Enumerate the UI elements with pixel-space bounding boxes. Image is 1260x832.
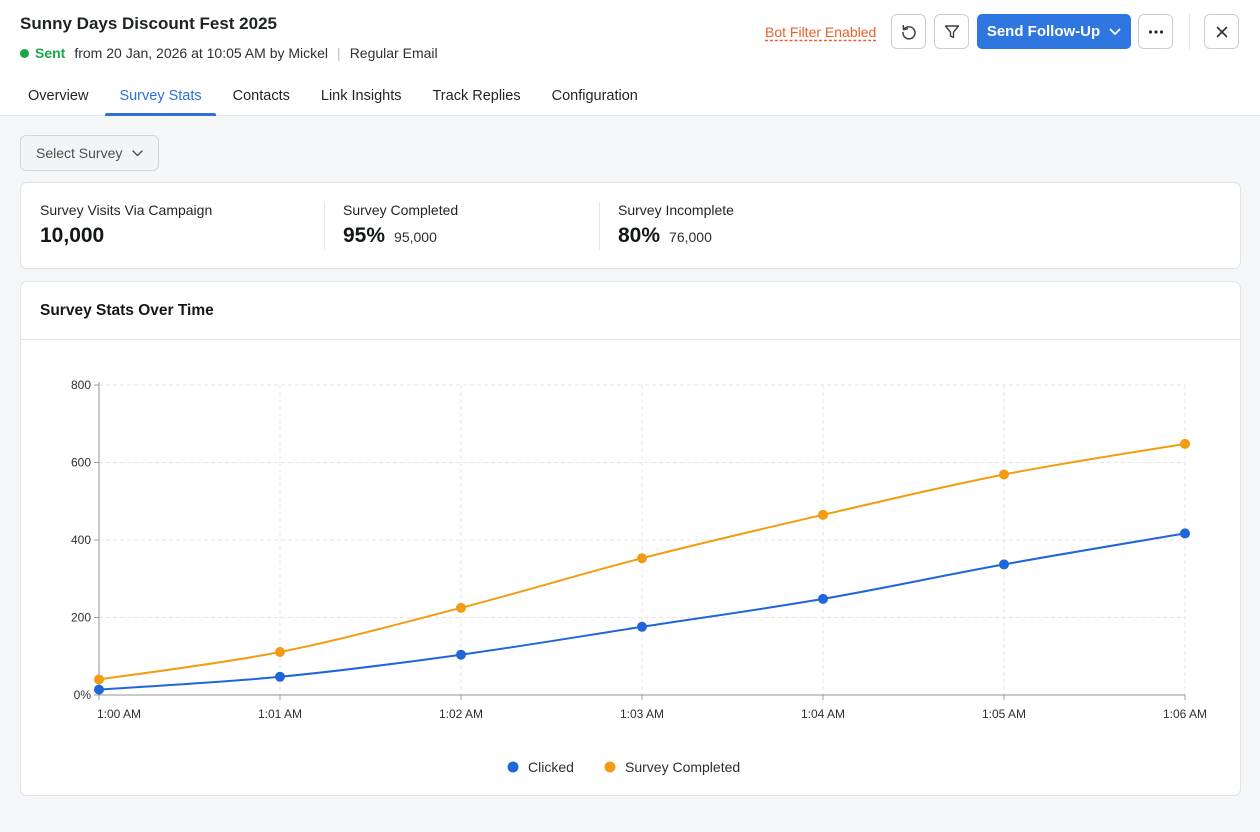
legend-label-clicked: Clicked xyxy=(528,759,574,775)
more-options-button[interactable] xyxy=(1138,14,1173,49)
stat-incomplete: Survey Incomplete 80% 76,000 xyxy=(618,202,734,248)
stat-incomplete-label: Survey Incomplete xyxy=(618,202,734,218)
survey-stats-chart-card: Survey Stats Over Time 800 600 400 200 0% 1:0… xyxy=(20,281,1241,796)
data-point-clicked xyxy=(637,621,647,632)
campaign-status-line: Sent from 20 Jan, 2026 at 10:05 AM by Mi… xyxy=(20,45,438,61)
survey-summary-card: Survey Visits Via Campaign 10,000 Survey… xyxy=(20,182,1241,269)
filter-icon xyxy=(944,24,959,38)
stat-divider xyxy=(324,202,325,250)
stat-completed-label: Survey Completed xyxy=(343,202,459,218)
stat-divider xyxy=(599,202,600,250)
data-point-survey-completed xyxy=(456,602,466,613)
data-point-survey-completed xyxy=(818,509,828,520)
send-follow-up-button[interactable]: Send Follow-Up xyxy=(977,14,1131,49)
stat-incomplete-percent: 80% xyxy=(618,224,661,247)
data-point-clicked xyxy=(818,593,828,604)
y-tick-label: 200 xyxy=(71,611,91,625)
status-label: Sent xyxy=(35,45,66,61)
tab-link-insights[interactable]: Link Insights xyxy=(320,88,402,104)
stat-visits: Survey Visits Via Campaign 10,000 xyxy=(40,202,212,248)
x-tick-label: 1:05 AM xyxy=(982,707,1026,721)
data-point-clicked xyxy=(275,671,285,682)
legend-marker-clicked xyxy=(507,761,519,773)
stat-incomplete-count: 76,000 xyxy=(669,229,712,245)
stat-completed-count: 95,000 xyxy=(394,229,437,245)
close-button[interactable] xyxy=(1204,14,1239,49)
send-follow-up-label: Send Follow-Up xyxy=(986,23,1101,40)
data-point-clicked xyxy=(999,559,1009,570)
x-tick-label: 1:02 AM xyxy=(439,707,483,721)
line-chart: 800 600 400 200 0% 1:00 AM 1:01 AM 1:02 AM 1:03 … xyxy=(71,378,1207,775)
select-survey-label: Select Survey xyxy=(36,145,123,161)
header-divider xyxy=(1189,14,1190,49)
x-tick-label: 1:03 AM xyxy=(620,707,664,721)
tab-track-replies[interactable]: Track Replies xyxy=(432,88,521,104)
legend-label-survey-completed: Survey Completed xyxy=(625,759,740,775)
y-tick-label: 0% xyxy=(74,688,92,702)
tab-bar: Overview Survey Stats Contacts Link Insi… xyxy=(14,78,655,116)
filter-button[interactable] xyxy=(934,14,969,49)
bot-filter-link[interactable]: Bot Filter Enabled xyxy=(765,24,877,40)
chart-title: Survey Stats Over Time xyxy=(40,302,214,319)
chevron-down-icon xyxy=(132,149,144,156)
tab-overview[interactable]: Overview xyxy=(28,88,89,104)
chevron-down-icon xyxy=(1109,28,1121,35)
data-point-survey-completed xyxy=(1180,438,1190,449)
separator: | xyxy=(337,45,341,61)
stat-visits-label: Survey Visits Via Campaign xyxy=(40,202,213,218)
chart-header-divider xyxy=(21,339,1240,340)
y-tick-label: 600 xyxy=(71,456,91,470)
x-tick-label: 1:00 AM xyxy=(97,707,141,721)
x-tick-label: 1:01 AM xyxy=(258,707,302,721)
y-tick-label: 800 xyxy=(71,378,91,392)
status-dot-icon xyxy=(20,48,29,58)
tab-survey-stats[interactable]: Survey Stats xyxy=(105,78,216,116)
tab-configuration[interactable]: Configuration xyxy=(551,88,638,104)
data-point-survey-completed xyxy=(637,553,647,564)
legend-marker-survey-completed xyxy=(604,761,616,773)
close-icon xyxy=(1216,26,1227,37)
x-tick-label: 1:04 AM xyxy=(801,707,845,721)
sent-info: from 20 Jan, 2026 at 10:05 AM by Mickel xyxy=(74,45,329,61)
data-point-survey-completed xyxy=(999,469,1009,480)
email-type: Regular Email xyxy=(349,45,438,61)
select-survey-dropdown[interactable]: Select Survey xyxy=(20,135,159,171)
data-point-clicked xyxy=(456,649,466,660)
refresh-icon xyxy=(901,24,916,40)
campaign-header: Sunny Days Discount Fest 2025 Sent from … xyxy=(0,0,1260,116)
data-point-clicked xyxy=(94,684,104,695)
x-tick-label: 1:06 AM xyxy=(1163,707,1207,721)
tab-contacts[interactable]: Contacts xyxy=(232,88,290,104)
stat-completed: Survey Completed 95% 95,000 xyxy=(343,202,458,248)
data-point-survey-completed xyxy=(275,646,285,657)
campaign-title: Sunny Days Discount Fest 2025 xyxy=(20,14,277,33)
y-tick-label: 400 xyxy=(71,533,91,547)
more-icon xyxy=(1148,29,1163,34)
data-point-clicked xyxy=(1180,528,1190,539)
data-point-survey-completed xyxy=(94,674,104,685)
refresh-button[interactable] xyxy=(891,14,926,49)
stat-completed-percent: 95% xyxy=(343,224,386,247)
stat-visits-value: 10,000 xyxy=(40,224,105,247)
